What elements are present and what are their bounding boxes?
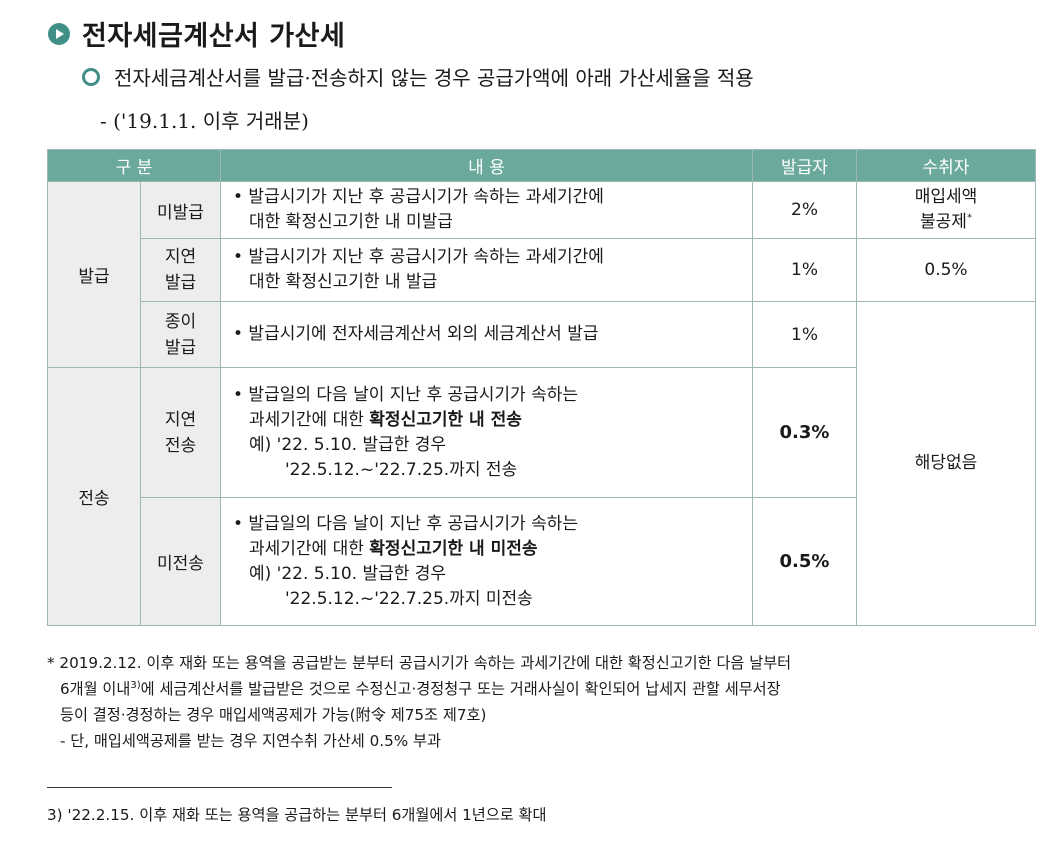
table-row: 종이 발급 • 발급시기에 전자세금계산서 외의 세금계산서 발급 1% 해당없… <box>48 301 1036 626</box>
footnote-divider <box>47 787 392 788</box>
subtitle-row: 전자세금계산서를 발급·전송하지 않는 경우 공급가액에 아래 가산세율을 적용 <box>82 62 754 91</box>
sub-category: 미발급 <box>140 181 221 239</box>
receiver-value: 매입세액 불공제* <box>856 181 1036 239</box>
receiver-value: 0.5% <box>856 238 1036 302</box>
header-issuer: 발급자 <box>752 149 857 182</box>
subtitle: 전자세금계산서를 발급·전송하지 않는 경우 공급가액에 아래 가산세율을 적용 <box>114 66 754 90</box>
footnote-3: 3) '22.2.15. 이후 재화 또는 용역을 공급하는 분부터 6개월에서… <box>47 806 547 824</box>
header-category: 구 분 <box>47 149 221 182</box>
header-content: 내 용 <box>220 149 753 182</box>
receiver-na: 해당없음 <box>856 301 1036 626</box>
header-receiver: 수취자 <box>856 149 1036 182</box>
issuer-rate: 2% <box>752 181 857 239</box>
issuer-rate: 1% <box>752 238 857 302</box>
row-content: • 발급일의 다음 날이 지난 후 공급시기가 속하는 과세기간에 대한 확정신… <box>220 367 753 498</box>
page-title: 전자세금계산서 가산세 <box>82 21 346 52</box>
row-content: • 발급시기에 전자세금계산서 외의 세금계산서 발급 <box>220 301 753 368</box>
issuer-rate: 0.3% <box>752 367 857 498</box>
table-row: 발급 미발급 • 발급시기가 지난 후 공급시기가 속하는 과세기간에 대한 확… <box>47 181 1036 368</box>
sub-category: 지연 전송 <box>140 367 221 498</box>
row-content: • 발급시기가 지난 후 공급시기가 속하는 과세기간에 대한 확정신고기한 내… <box>220 181 753 239</box>
table-row: 지연 발급 • 발급시기가 지난 후 공급시기가 속하는 과세기간에 대한 확정… <box>48 238 1036 302</box>
sub-category: 종이 발급 <box>140 301 221 368</box>
issuer-rate: 1% <box>752 301 857 368</box>
footnote: * 2019.2.12. 이후 재화 또는 용역을 공급받는 분부터 공급시기가… <box>47 654 792 750</box>
row-content: • 발급시기가 지난 후 공급시기가 속하는 과세기간에 대한 확정신고기한 내… <box>220 238 753 302</box>
sub-category: 지연 발급 <box>140 238 221 302</box>
circle-bullet-icon <box>82 67 100 86</box>
sub-category: 미전송 <box>140 497 221 626</box>
penalty-table: 구 분 내 용 발급자 수취자 발급 미발급 • 발급시기가 지난 후 공급시기… <box>47 149 1036 626</box>
group-transmit: 전송 <box>47 367 141 626</box>
play-bullet-icon <box>48 22 70 45</box>
group-issue: 발급 <box>47 181 141 368</box>
subtitle-note: - ('19.1.1. 이후 거래분) <box>100 109 309 133</box>
section-title: 전자세금계산서 가산세 <box>48 14 345 53</box>
issuer-rate: 0.5% <box>752 497 857 626</box>
table-header-row: 구 분 내 용 발급자 수취자 <box>47 149 1036 182</box>
row-content: • 발급일의 다음 날이 지난 후 공급시기가 속하는 과세기간에 대한 확정신… <box>220 497 753 626</box>
table-row: 전송 지연 전송 • 발급일의 다음 날이 지난 후 공급시기가 속하는 과세기… <box>47 367 1036 626</box>
table-row: 미전송 • 발급일의 다음 날이 지난 후 공급시기가 속하는 과세기간에 대한… <box>48 497 1036 626</box>
